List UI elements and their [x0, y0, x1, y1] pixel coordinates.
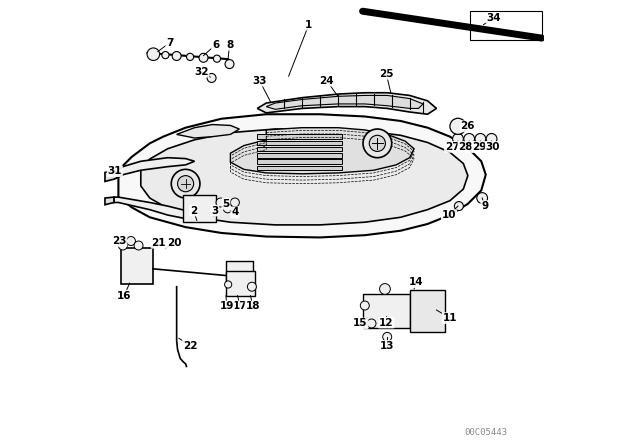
Circle shape	[225, 281, 232, 288]
Text: 00C05443: 00C05443	[464, 428, 508, 437]
Circle shape	[363, 129, 392, 158]
Text: 10: 10	[442, 210, 456, 220]
Polygon shape	[105, 170, 123, 181]
Circle shape	[118, 241, 127, 250]
Polygon shape	[257, 166, 342, 170]
Text: 4: 4	[231, 207, 239, 217]
Text: 15: 15	[353, 319, 367, 328]
Circle shape	[127, 237, 136, 246]
Text: 30: 30	[486, 142, 500, 152]
Circle shape	[177, 176, 194, 192]
Text: 17: 17	[233, 302, 248, 311]
Text: 5: 5	[222, 199, 230, 209]
FancyBboxPatch shape	[184, 195, 216, 222]
Circle shape	[213, 55, 221, 62]
Text: 20: 20	[167, 238, 182, 248]
Text: 8: 8	[226, 40, 233, 50]
Circle shape	[199, 53, 208, 62]
Circle shape	[230, 198, 239, 207]
Circle shape	[248, 282, 257, 291]
FancyBboxPatch shape	[410, 290, 445, 332]
Polygon shape	[257, 134, 342, 139]
Polygon shape	[257, 141, 342, 145]
Polygon shape	[177, 125, 239, 138]
Circle shape	[162, 52, 169, 59]
Circle shape	[367, 319, 376, 328]
Circle shape	[450, 118, 466, 134]
Circle shape	[216, 198, 225, 207]
Text: 16: 16	[117, 291, 131, 301]
Text: 24: 24	[319, 76, 334, 86]
Polygon shape	[257, 159, 342, 164]
Circle shape	[464, 134, 474, 144]
Polygon shape	[118, 114, 486, 237]
Text: 18: 18	[246, 302, 260, 311]
Text: 32: 32	[194, 67, 209, 77]
Text: 13: 13	[380, 341, 394, 351]
Circle shape	[186, 53, 194, 60]
Circle shape	[147, 48, 159, 60]
Circle shape	[369, 135, 385, 151]
Circle shape	[225, 60, 234, 69]
Text: 25: 25	[379, 69, 394, 79]
Circle shape	[452, 134, 463, 144]
FancyBboxPatch shape	[362, 294, 410, 328]
Text: 23: 23	[112, 236, 127, 246]
Circle shape	[172, 169, 200, 198]
Circle shape	[172, 52, 181, 60]
Circle shape	[475, 134, 486, 144]
Text: 1: 1	[305, 20, 312, 30]
Text: 26: 26	[461, 121, 475, 131]
Text: 27: 27	[445, 142, 460, 152]
Text: 28: 28	[458, 142, 473, 152]
Text: 31: 31	[108, 166, 122, 176]
Circle shape	[223, 204, 232, 213]
Circle shape	[477, 193, 488, 203]
Text: 2: 2	[190, 206, 197, 215]
Circle shape	[207, 73, 216, 82]
Circle shape	[380, 284, 390, 294]
Bar	[470, 11, 541, 40]
Polygon shape	[257, 93, 436, 114]
Polygon shape	[114, 197, 195, 219]
Text: 11: 11	[443, 313, 457, 323]
FancyBboxPatch shape	[121, 248, 153, 284]
Polygon shape	[230, 128, 414, 174]
FancyBboxPatch shape	[226, 261, 253, 282]
Polygon shape	[114, 158, 195, 179]
Polygon shape	[257, 147, 342, 151]
Text: 21: 21	[152, 238, 166, 248]
Text: 29: 29	[472, 142, 486, 152]
Circle shape	[134, 241, 143, 250]
Text: 9: 9	[481, 201, 488, 211]
Text: 22: 22	[183, 341, 197, 351]
Circle shape	[486, 134, 497, 144]
Text: 34: 34	[486, 13, 501, 23]
Polygon shape	[266, 95, 423, 109]
Text: 14: 14	[409, 277, 424, 287]
Circle shape	[383, 332, 392, 341]
Polygon shape	[105, 197, 114, 205]
Text: 33: 33	[252, 76, 267, 86]
Polygon shape	[141, 129, 468, 225]
Text: 12: 12	[379, 318, 394, 327]
Text: 19: 19	[220, 302, 234, 311]
Text: 3: 3	[211, 206, 218, 215]
Text: 6: 6	[212, 40, 220, 50]
Circle shape	[454, 202, 463, 211]
Polygon shape	[257, 153, 342, 158]
Text: 7: 7	[166, 38, 173, 47]
Circle shape	[360, 301, 369, 310]
FancyBboxPatch shape	[226, 271, 255, 296]
